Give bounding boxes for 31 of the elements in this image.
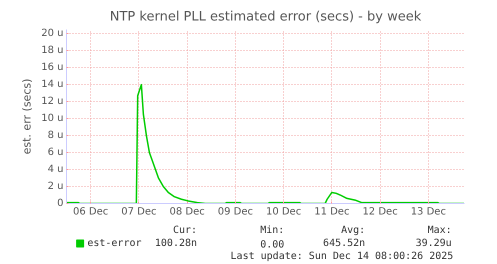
y-tick-label: 6 u <box>48 147 64 158</box>
x-tick-label: 07 Dec <box>121 206 156 218</box>
y-tick-label: 4 u <box>48 164 64 176</box>
y-tick-label: 8 u <box>48 130 64 142</box>
text: 645.52n <box>323 238 366 249</box>
text: 0.00 <box>260 240 284 250</box>
text: Max: <box>428 225 452 236</box>
legend-label: est-error <box>87 238 142 249</box>
x-tick-label: 10 Dec <box>266 206 302 218</box>
text: Avg: <box>341 225 366 236</box>
x-tick-label: 08 Dec <box>169 206 205 218</box>
text: Last update: Sun Dec 14 08:00:26 2025 <box>230 251 454 262</box>
y-axis-title: est. err (secs) <box>20 78 34 154</box>
x-tick-label: 11 Dec <box>314 206 350 218</box>
y-tick-label: 2 u <box>48 181 64 192</box>
chart-title: NTP kernel PLL estimated error (secs) - by week <box>110 10 422 24</box>
y-tick-label: 10 u <box>41 113 64 124</box>
text: 100.28n <box>154 238 198 249</box>
text: Cur: <box>172 225 198 236</box>
text: 39.29u <box>416 238 452 249</box>
y-tick-label: 16 u <box>41 62 64 74</box>
y-tick-label: 20 u <box>41 28 64 40</box>
x-tick-label: 06 Dec <box>72 206 108 218</box>
x-tick-label: 13 Dec <box>410 206 446 218</box>
x-tick-label: 12 Dec <box>362 206 398 218</box>
y-tick-label: 14 u <box>41 79 64 90</box>
y-tick-label: 0 <box>57 198 64 209</box>
y-tick-label: 12 u <box>41 96 64 108</box>
text: Min: <box>260 225 284 236</box>
x-tick-label: 09 Dec <box>218 206 253 218</box>
y-tick-label: 18 u <box>41 45 64 56</box>
